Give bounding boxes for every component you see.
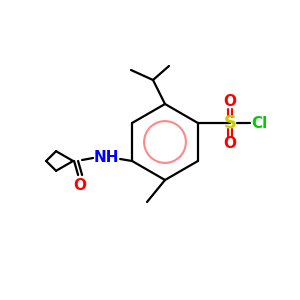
- Text: O: O: [74, 178, 87, 193]
- Text: S: S: [224, 114, 236, 132]
- Text: NH: NH: [93, 149, 119, 164]
- Text: O: O: [224, 94, 236, 110]
- Text: Cl: Cl: [251, 116, 267, 130]
- Text: O: O: [224, 136, 236, 152]
